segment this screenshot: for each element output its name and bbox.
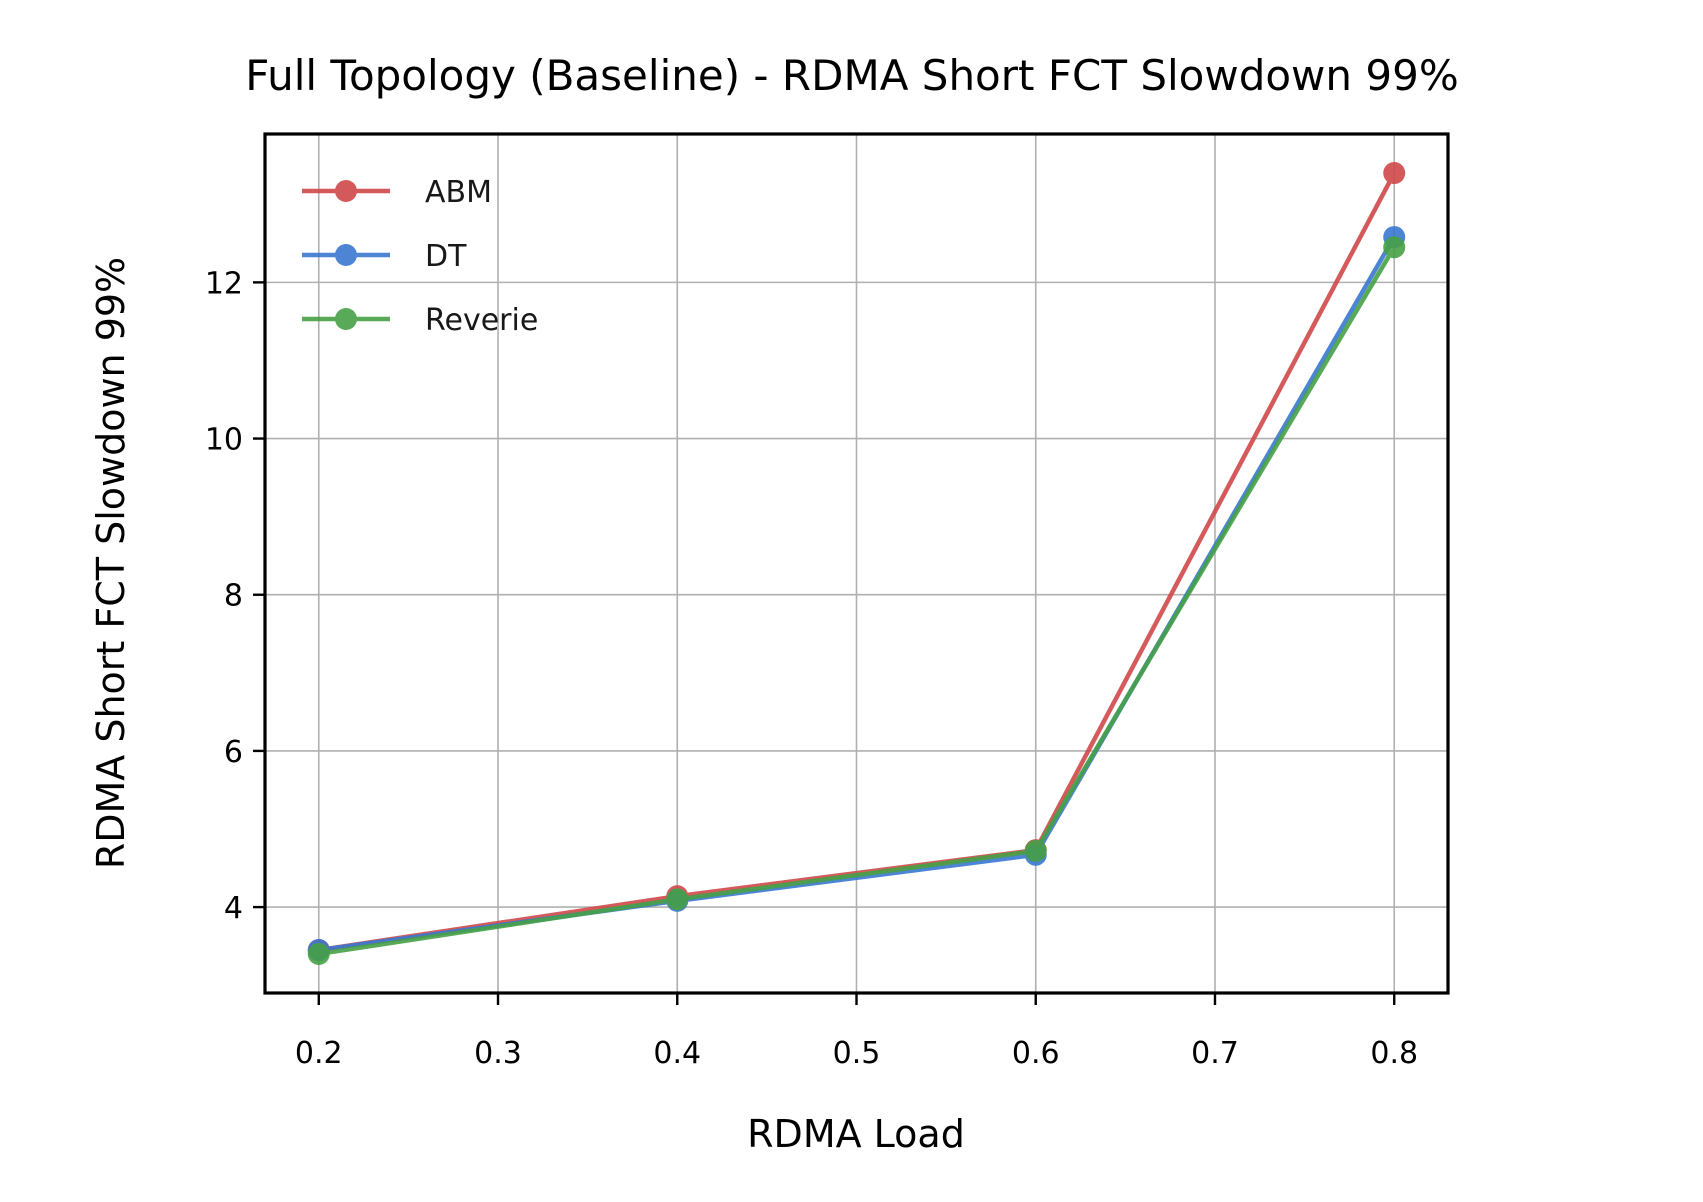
series-layer bbox=[307, 162, 1406, 965]
legend-item-dt: DT bbox=[302, 239, 467, 274]
y-axis: 4 6 8 10 12 bbox=[205, 266, 265, 926]
legend-marker-abm bbox=[335, 180, 357, 202]
series-reverie bbox=[307, 236, 1406, 965]
data-point-reverie bbox=[307, 942, 330, 965]
y-tick-label: 12 bbox=[205, 266, 243, 301]
y-tick-label: 4 bbox=[224, 891, 243, 926]
x-tick-label: 0.6 bbox=[1012, 1036, 1060, 1071]
legend-item-abm: ABM bbox=[302, 175, 492, 210]
x-tick-label: 0.3 bbox=[474, 1036, 522, 1071]
legend-label-abm: ABM bbox=[425, 175, 492, 210]
x-axis: 0.2 0.3 0.4 0.5 0.6 0.7 0.8 bbox=[295, 993, 1418, 1071]
x-tick-label: 0.7 bbox=[1191, 1036, 1239, 1071]
y-tick-label: 8 bbox=[224, 579, 243, 614]
legend: ABM DT Reverie bbox=[302, 175, 538, 338]
y-tick-label: 6 bbox=[224, 735, 243, 770]
grid bbox=[265, 134, 1448, 993]
chart-title: Full Topology (Baseline) - RDMA Short FC… bbox=[245, 51, 1458, 100]
y-tick-label: 10 bbox=[205, 423, 243, 458]
x-axis-label: RDMA Load bbox=[747, 1112, 965, 1156]
data-point-reverie bbox=[1024, 839, 1047, 862]
legend-marker-reverie bbox=[335, 308, 357, 330]
legend-item-reverie: Reverie bbox=[302, 303, 538, 338]
x-tick-label: 0.4 bbox=[653, 1036, 701, 1071]
x-tick-label: 0.2 bbox=[295, 1036, 343, 1071]
x-tick-label: 0.5 bbox=[833, 1036, 881, 1071]
data-point-reverie bbox=[666, 888, 689, 911]
y-axis-label: RDMA Short FCT Slowdown 99% bbox=[89, 257, 133, 869]
legend-marker-dt bbox=[335, 244, 357, 266]
legend-label-reverie: Reverie bbox=[425, 303, 538, 338]
data-point-abm bbox=[1383, 162, 1406, 185]
series-line-reverie bbox=[318, 246, 1397, 957]
legend-label-dt: DT bbox=[425, 239, 467, 274]
data-point-reverie bbox=[1383, 236, 1406, 259]
x-tick-label: 0.8 bbox=[1370, 1036, 1418, 1071]
